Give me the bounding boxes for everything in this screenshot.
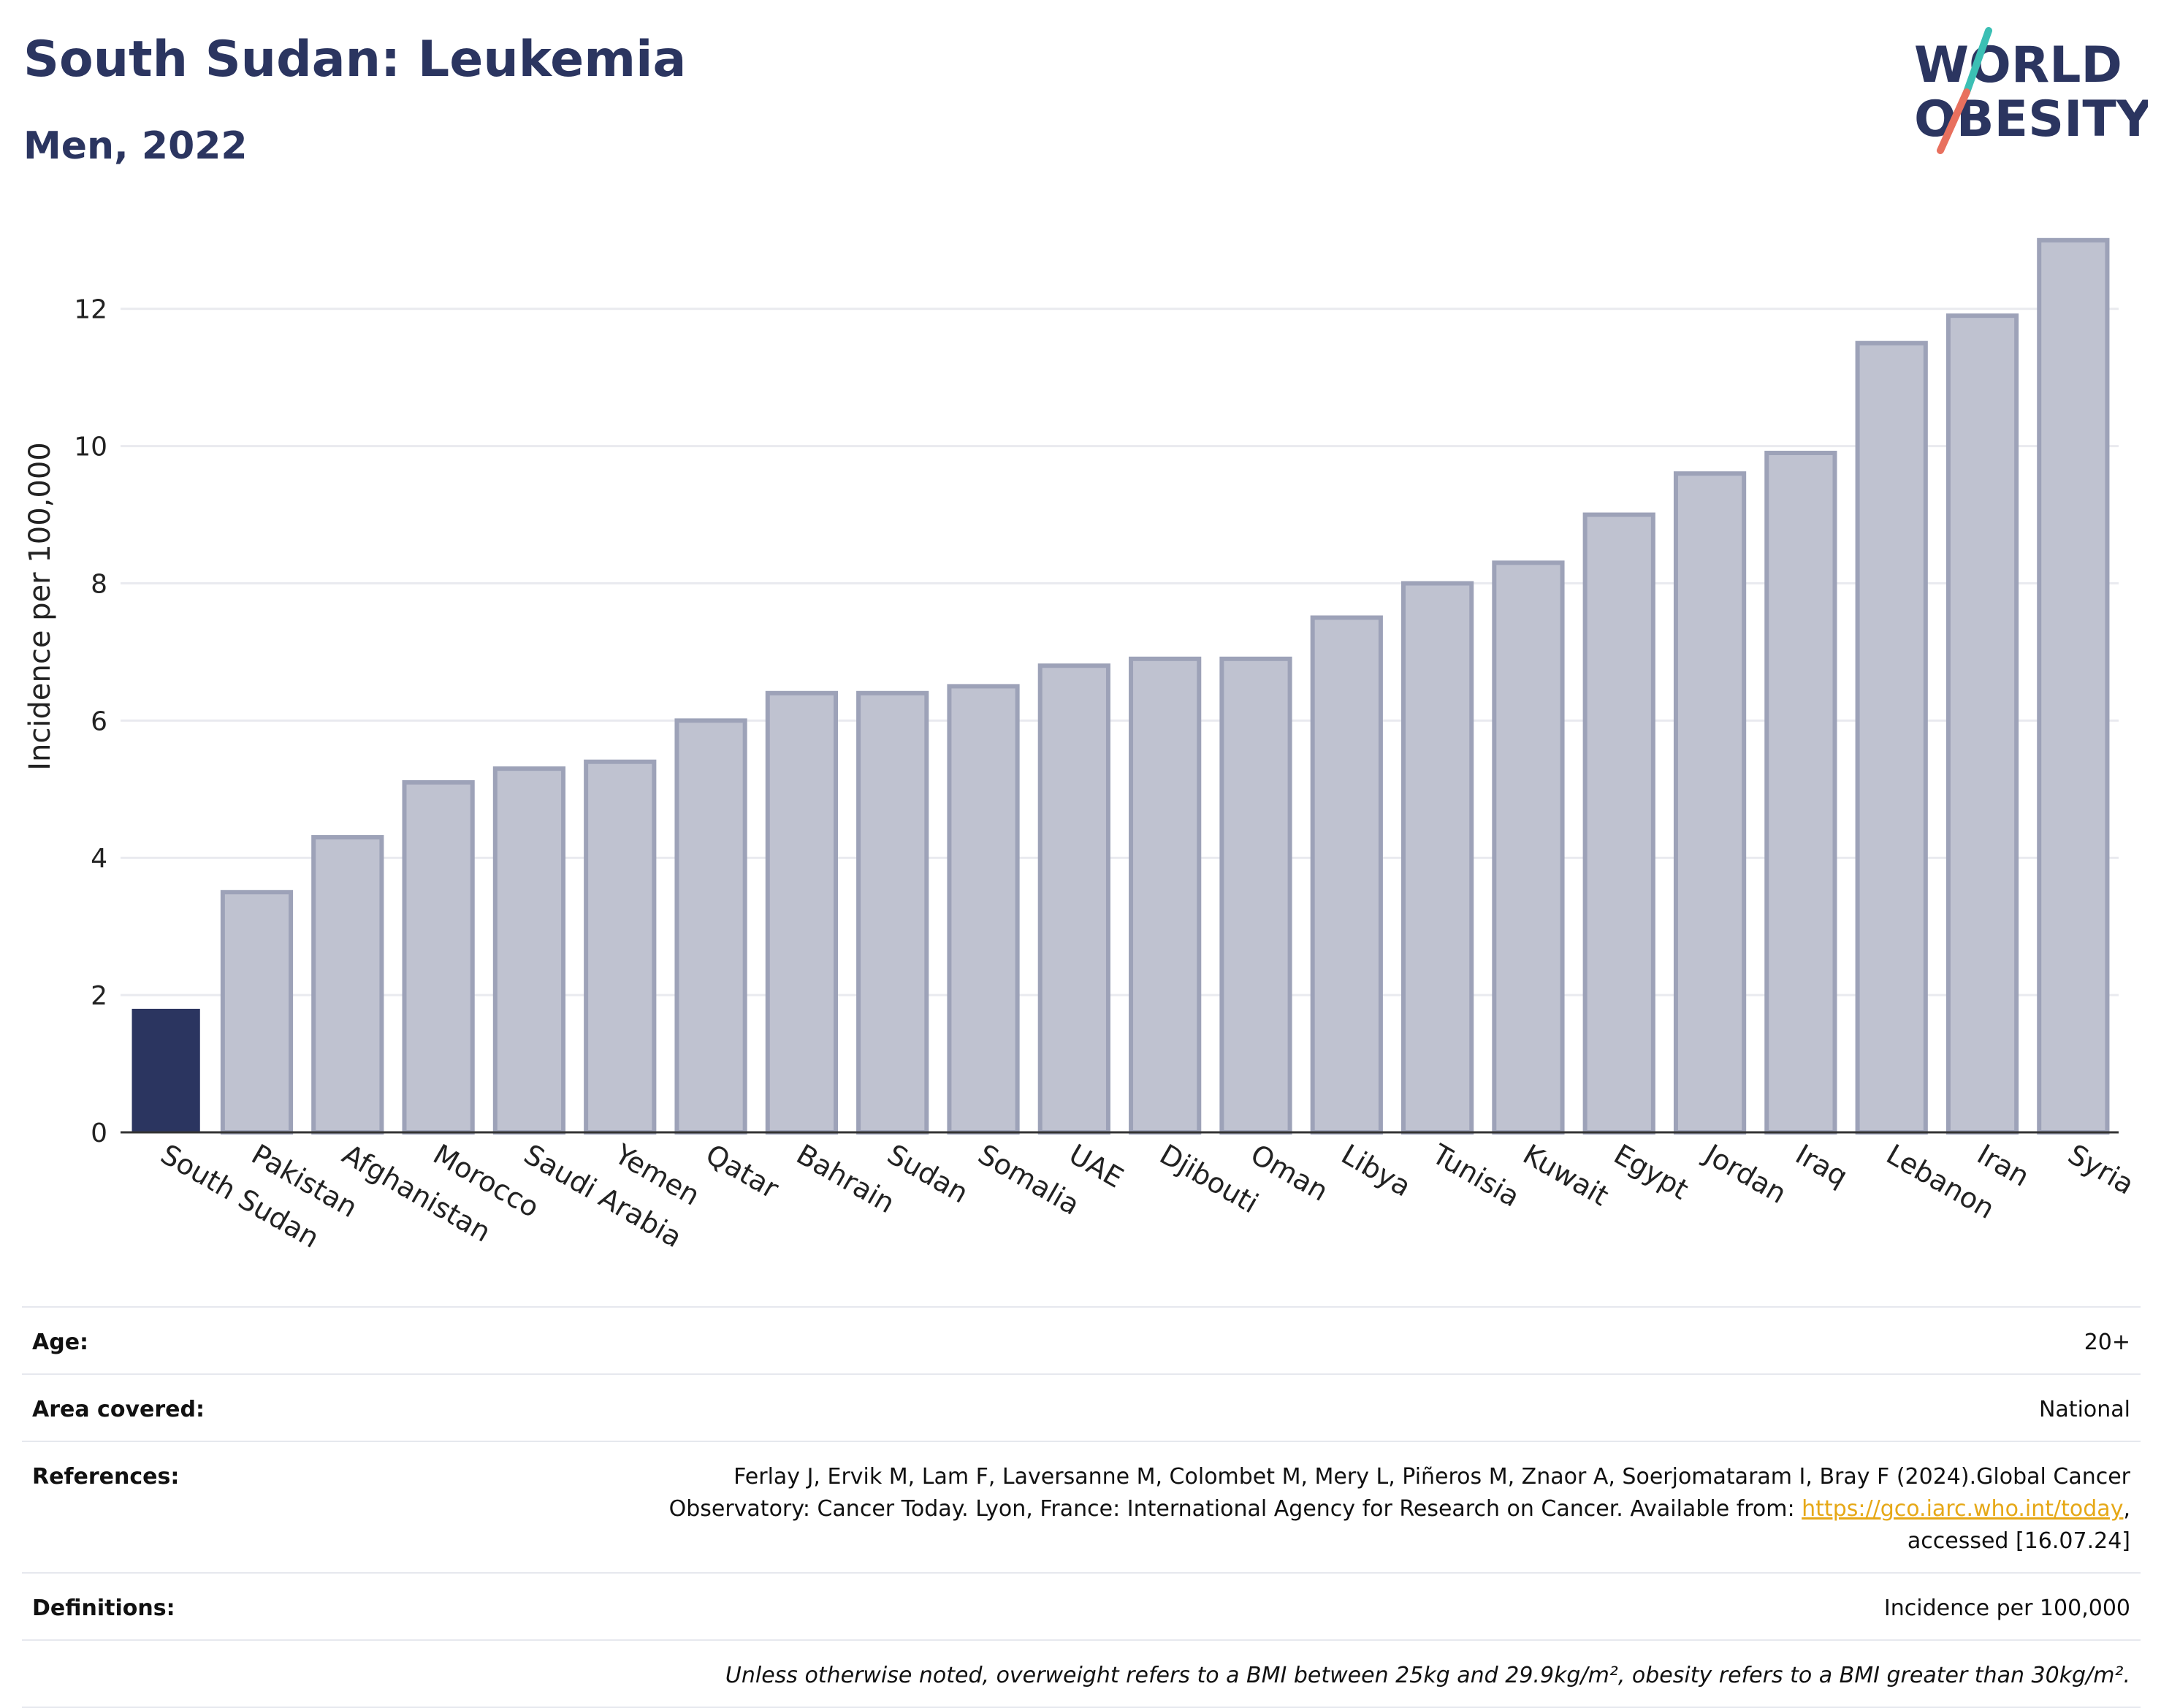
bar-saudi-arabia bbox=[492, 766, 566, 1135]
x-tick-label: Qatar bbox=[701, 1138, 785, 1205]
references-link[interactable]: https://gco.iarc.who.int/today bbox=[1802, 1496, 2124, 1522]
y-tick-label: 12 bbox=[74, 295, 107, 325]
y-tick-labels: 0 2 4 6 8 10 12 bbox=[74, 295, 107, 1148]
x-tick-label: Somalia bbox=[973, 1138, 1086, 1221]
bar-libya bbox=[1310, 615, 1383, 1135]
y-tick-label: 4 bbox=[91, 844, 107, 874]
references-line-3: accessed [16.07.24] bbox=[1907, 1528, 2130, 1554]
bar-somalia bbox=[947, 684, 1020, 1135]
info-row-age: Age: 20+ bbox=[22, 1306, 2141, 1374]
logo-slash-top bbox=[1963, 27, 1992, 96]
y-tick-label: 2 bbox=[91, 981, 107, 1011]
y-tick-label: 10 bbox=[74, 432, 107, 462]
bar-sudan bbox=[856, 690, 929, 1135]
x-tick-label: Iran bbox=[1972, 1138, 2035, 1193]
x-tick-label: Egypt bbox=[1609, 1138, 1694, 1206]
x-tick-label: Libya bbox=[1336, 1138, 1417, 1203]
bar-pakistan bbox=[220, 890, 294, 1135]
x-tick-labels: South SudanPakistanAfghanistanMoroccoSau… bbox=[156, 1137, 2140, 1254]
y-tick-label: 0 bbox=[91, 1118, 107, 1148]
x-tick-label: Tunisia bbox=[1426, 1137, 1525, 1213]
references-label: References: bbox=[22, 1441, 349, 1573]
page-subtitle: Men, 2022 bbox=[23, 124, 248, 168]
bar-uae bbox=[1037, 663, 1110, 1135]
info-row-area: Area covered: National bbox=[22, 1373, 2141, 1441]
bar-lebanon bbox=[1855, 340, 1928, 1135]
x-tick-label: Iraq bbox=[1790, 1138, 1853, 1193]
references-line-1: Ferlay J, Ervik M, Lam F, Laversanne M, … bbox=[733, 1464, 2130, 1490]
bar-jordan bbox=[1673, 471, 1747, 1135]
bar-morocco bbox=[402, 779, 475, 1135]
bar-south-sudan bbox=[132, 1008, 200, 1132]
world-obesity-logo: WORLD OBESITY bbox=[1914, 27, 2148, 154]
x-tick-label: Kuwait bbox=[1517, 1138, 1614, 1213]
bar-afghanistan bbox=[311, 835, 384, 1135]
references-line-2: Observatory: Cancer Today. Lyon, France:… bbox=[668, 1496, 1802, 1522]
age-value: 20+ bbox=[349, 1306, 2141, 1374]
age-label: Age: bbox=[22, 1306, 349, 1374]
bar-kuwait bbox=[1492, 560, 1565, 1135]
page-title: South Sudan: Leukemia bbox=[23, 31, 687, 88]
x-tick-label: Jordan bbox=[1698, 1137, 1791, 1211]
x-tick-label: Djibouti bbox=[1154, 1138, 1264, 1220]
bar-egypt bbox=[1582, 512, 1655, 1135]
bar-syria bbox=[2037, 237, 2110, 1135]
bar-djibouti bbox=[1129, 656, 1202, 1135]
bar-bahrain bbox=[765, 690, 839, 1135]
info-table: Age: 20+ Area covered: National Referenc… bbox=[22, 1306, 2141, 1708]
y-tick-label: 6 bbox=[91, 706, 107, 736]
references-value: Ferlay J, Ervik M, Lam F, Laversanne M, … bbox=[349, 1441, 2141, 1573]
bar-iraq bbox=[1764, 451, 1837, 1135]
area-value: National bbox=[349, 1373, 2141, 1441]
logo-line-1: WORLD bbox=[1914, 37, 2122, 94]
bar-qatar bbox=[674, 718, 747, 1135]
bars bbox=[132, 237, 2110, 1135]
info-row-references: References: Ferlay J, Ervik M, Lam F, La… bbox=[22, 1441, 2141, 1573]
x-tick-label: UAE bbox=[1064, 1138, 1129, 1194]
area-label: Area covered: bbox=[22, 1373, 349, 1441]
info-row-note: Unless otherwise noted, overweight refer… bbox=[22, 1639, 2141, 1708]
bmi-note: Unless otherwise noted, overweight refer… bbox=[349, 1639, 2141, 1708]
definitions-label: Definitions: bbox=[22, 1572, 349, 1640]
x-tick-label: Bahrain bbox=[791, 1138, 900, 1220]
bar-yemen bbox=[584, 759, 657, 1135]
logo-slash-bottom bbox=[1937, 88, 1970, 154]
info-row-definitions: Definitions: Incidence per 100,000 bbox=[22, 1572, 2141, 1640]
references-line-2-end: , bbox=[2123, 1496, 2130, 1522]
definitions-value: Incidence per 100,000 bbox=[349, 1572, 2141, 1640]
y-tick-label: 8 bbox=[91, 569, 107, 599]
bar-tunisia bbox=[1400, 581, 1474, 1135]
bar-chart: 0 2 4 6 8 10 12 South SudanPakistanAfghanistan… bbox=[23, 237, 2140, 1254]
x-tick-label: Syria bbox=[2062, 1138, 2139, 1201]
bar-oman bbox=[1219, 656, 1292, 1135]
y-axis-label: Incidence per 100,000 bbox=[23, 442, 57, 771]
bar-iran bbox=[1945, 313, 2019, 1135]
